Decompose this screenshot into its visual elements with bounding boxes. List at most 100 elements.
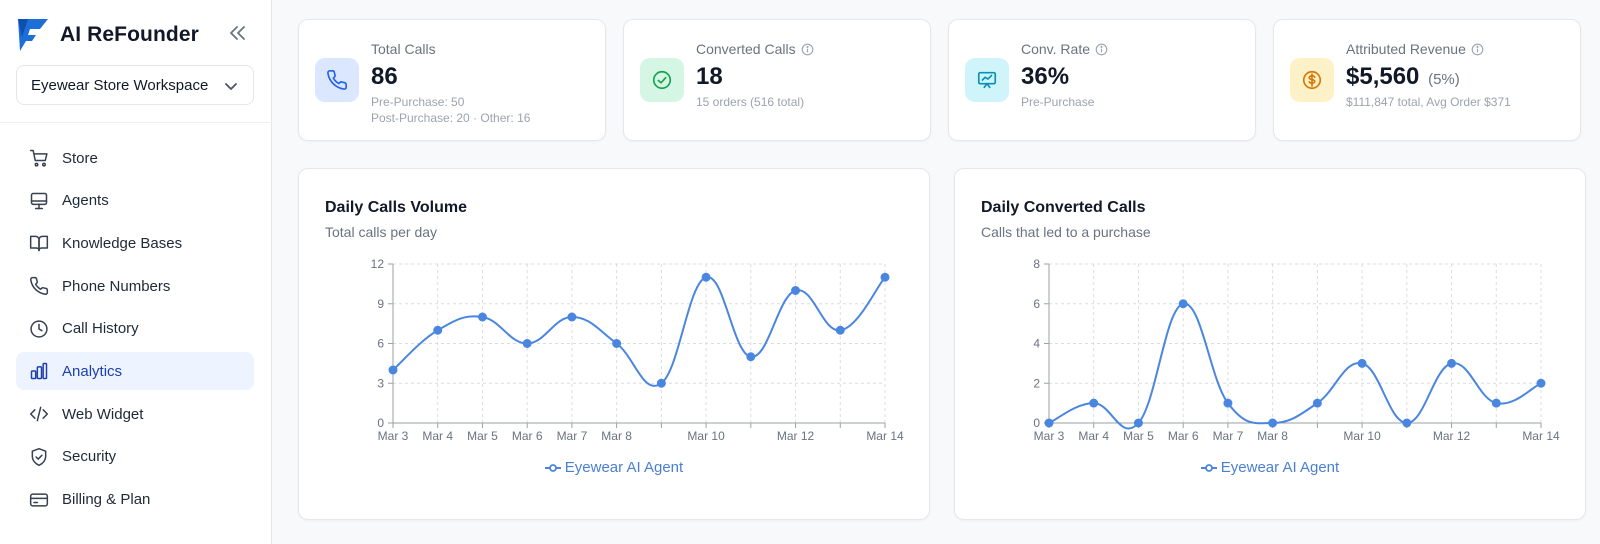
phone-icon [28,275,50,297]
data-point[interactable] [612,339,622,348]
workspace-name: Eyewear Store Workspace [31,76,209,94]
sidebar-item-web-widget[interactable]: Web Widget [16,395,254,433]
info-icon[interactable] [1095,43,1108,56]
data-point[interactable] [1178,299,1188,309]
clock-icon [28,318,50,340]
data-point[interactable] [1536,378,1546,388]
data-point[interactable] [1447,358,1457,368]
x-tick-label: Mar 4 [422,429,453,443]
book-icon [28,232,50,254]
stat-subtext: Post-Purchase: 20 · Other: 16 [371,111,531,125]
sidebar-item-label: Analytics [62,362,123,380]
sidebar-item-store[interactable]: Store [16,139,254,177]
chart-subtitle: Calls that led to a purchase [981,224,1151,240]
stat-label: Converted Calls [696,41,814,57]
converted-calls-card: Converted Calls 18 15 orders (516 total) [623,19,931,141]
legend-label: Eyewear AI Agent [564,459,684,476]
data-point[interactable] [791,286,801,295]
x-tick-label: Mar 6 [512,429,543,443]
y-tick-label: 4 [1033,337,1040,351]
daily-converted-calls-card: Daily Converted Calls Calls that led to … [954,168,1586,520]
data-point[interactable] [1491,398,1501,408]
data-point[interactable] [1044,418,1054,428]
sidebar-item-agents[interactable]: Agents [16,182,254,220]
y-tick-label: 0 [1033,416,1040,430]
data-point[interactable] [433,325,443,335]
stat-percent: (5%) [1428,71,1460,88]
data-point[interactable] [746,352,756,362]
sidebar-item-knowledge-bases[interactable]: Knowledge Bases [16,224,254,262]
data-point[interactable] [1089,398,1099,408]
app-logo-icon [18,19,48,51]
stat-subtext: $111,847 total, Avg Order $371 [1346,95,1511,109]
legend-line-marker-icon [544,464,561,472]
data-point[interactable] [1133,418,1143,428]
x-tick-label: Mar 5 [1123,429,1154,443]
series-line [1048,302,1542,430]
stat-value: 36% [1021,63,1070,90]
data-point[interactable] [1268,418,1278,428]
stat-value: 86 [371,63,398,90]
data-point[interactable] [388,365,398,375]
data-point[interactable] [1312,398,1322,408]
sidebar-item-label: Security [62,448,117,466]
info-icon[interactable] [1471,43,1484,56]
sidebar-item-call-history[interactable]: Call History [16,310,254,348]
stat-subtext: 15 orders (516 total) [696,95,805,109]
x-tick-label: Mar 6 [1168,429,1199,443]
chart-grid [1049,263,1542,424]
sidebar-item-label: Web Widget [62,405,144,423]
sidebar-item-label: Store [62,149,98,167]
x-tick-label: Mar 7 [1213,429,1244,443]
dollar-coin-icon [1290,58,1334,102]
data-point[interactable] [567,312,577,322]
chart-legend[interactable]: Eyewear AI Agent [299,459,929,476]
cart-icon [28,147,50,169]
stat-label: Total Calls [371,41,436,57]
sidebar-item-security[interactable]: Security [16,438,254,476]
sidebar-item-billing-plan[interactable]: Billing & Plan [16,481,254,519]
sidebar-item-label: Billing & Plan [62,491,151,508]
data-point[interactable] [701,272,711,282]
stat-value: $5,560 (5%) [1346,63,1460,90]
workspace-selector[interactable]: Eyewear Store Workspace [16,65,254,105]
x-tick-label: Mar 4 [1078,429,1109,443]
data-point[interactable] [1223,398,1233,408]
sidebar: AI ReFounder Eyewear Store Workspace Sto… [0,0,272,544]
series-line [392,276,886,387]
data-point[interactable] [835,325,845,335]
y-tick-label: 12 [371,257,385,271]
daily-calls-volume-card: Daily Calls Volume Total calls per day 0… [298,168,930,520]
stat-subtext: Pre-Purchase [1021,95,1095,109]
sidebar-item-label: Phone Numbers [62,277,171,295]
sidebar-item-phone-numbers[interactable]: Phone Numbers [16,267,254,305]
data-point[interactable] [477,312,487,322]
daily-converted-calls-chart[interactable]: 0 2 4 6 8 Mar 3 Mar 4 Mar 5 Mar 6 Mar 7 Mar 8 Mar 1… [955,169,1587,521]
legend-label: Eyewear AI Agent [1220,459,1340,476]
code-icon [28,403,50,425]
data-point[interactable] [880,272,890,282]
stat-subtext: Pre-Purchase: 50 [371,95,465,109]
data-point[interactable] [1402,418,1412,428]
chart-legend[interactable]: Eyewear AI Agent [955,459,1585,476]
stat-value: 18 [696,63,723,90]
x-tick-label: Mar 10 [687,429,725,443]
info-icon[interactable] [801,43,814,56]
x-tick-label: Mar 7 [557,429,588,443]
sidebar-item-analytics[interactable]: Analytics [16,352,254,391]
sidebar-item-label: Knowledge Bases [62,234,183,252]
data-point[interactable] [522,339,532,348]
data-point[interactable] [1357,358,1367,368]
chart-title: Daily Calls Volume [325,199,467,216]
y-tick-label: 6 [1033,297,1040,311]
chevron-down-icon [225,83,237,90]
collapse-sidebar-icon[interactable] [226,22,248,44]
daily-calls-volume-chart[interactable]: 0 3 6 9 12 Mar 3 Mar 4 Mar 5 Mar 6 Mar 7 Mar 8 Mar … [299,169,931,521]
data-point[interactable] [656,378,666,388]
app-name: AI ReFounder [60,23,199,46]
stat-label: Conv. Rate [1021,41,1108,57]
monitor-icon [28,190,50,212]
x-tick-label: Mar 3 [378,429,409,443]
chart-title: Daily Converted Calls [981,199,1146,216]
sidebar-divider [0,122,272,123]
